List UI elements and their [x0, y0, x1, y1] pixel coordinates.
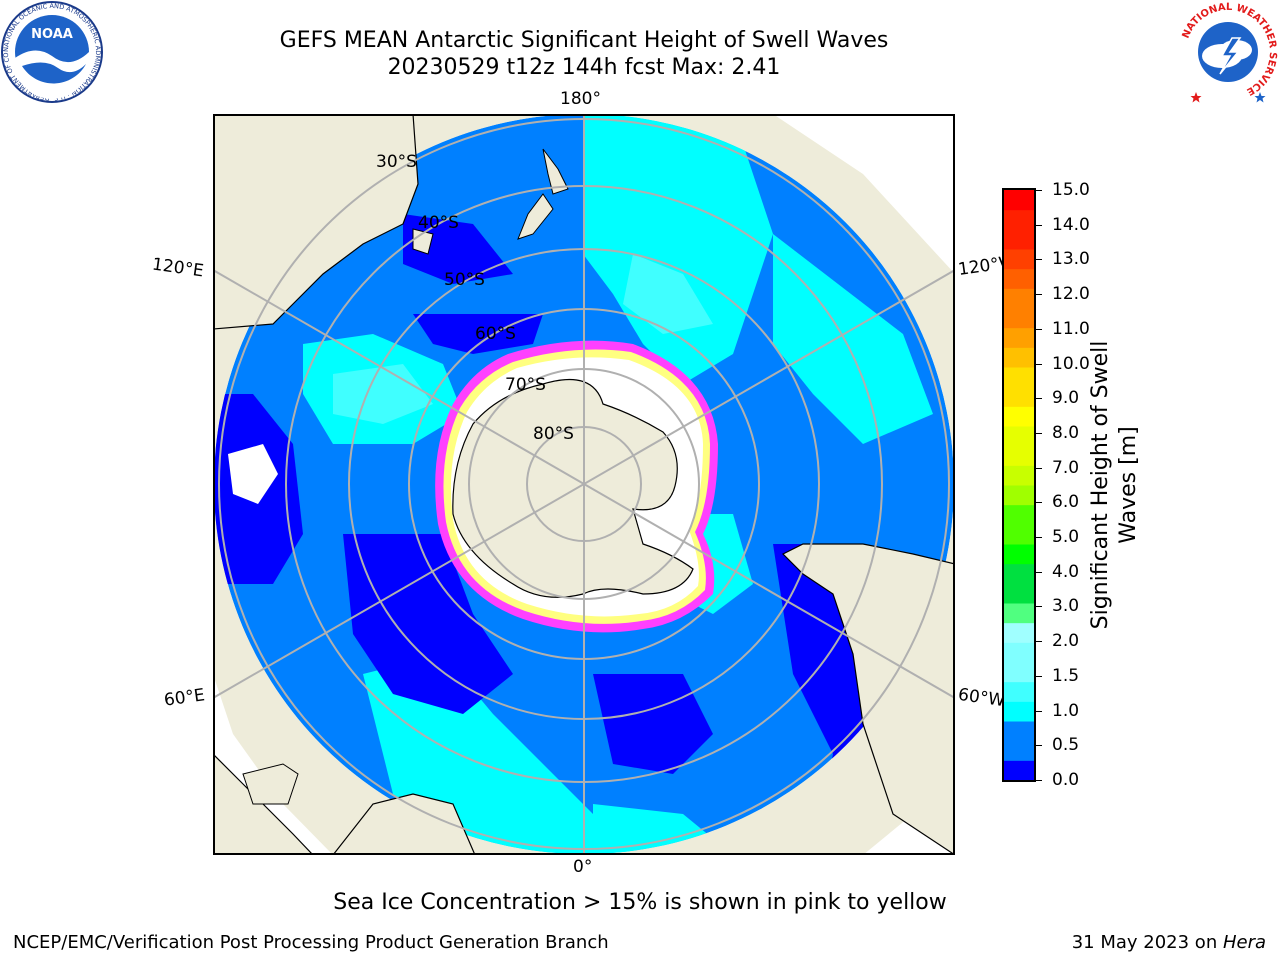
colorbar-swatch	[1004, 308, 1034, 329]
lat-label-50s: 50°S	[444, 270, 485, 290]
colorbar-tick-label: 6.0	[1052, 492, 1080, 513]
colorbar-swatch	[1004, 386, 1034, 407]
swell-region-1-5m	[583, 115, 773, 384]
colorbar-swatch	[1004, 740, 1034, 761]
lon-label-upper-left: 120°E	[150, 254, 205, 282]
colorbar-tick-mark	[1036, 432, 1042, 434]
colorbar-tick-mark	[1036, 745, 1042, 747]
colorbar-swatch	[1004, 563, 1034, 584]
colorbar-swatch	[1004, 347, 1034, 368]
colorbar-tick-label: 4.0	[1052, 561, 1080, 582]
colorbar-swatch	[1004, 406, 1034, 427]
australia-land	[214, 115, 419, 330]
colorbar-tick-mark	[1036, 675, 1042, 677]
colorbar-swatch	[1004, 190, 1034, 211]
colorbar-tick-mark	[1036, 780, 1042, 781]
lat-label-40s: 40°S	[418, 213, 459, 233]
colorbar-swatch	[1004, 760, 1034, 781]
colorbar-tick-label: 0.0	[1052, 770, 1080, 790]
map-subtitle: 20230529 t12z 144h fcst Max: 2.41	[387, 55, 781, 80]
colorbar-tick-mark	[1036, 710, 1042, 712]
colorbar-swatch	[1004, 681, 1034, 702]
colorbar-swatch	[1004, 622, 1034, 643]
lon-label-top: 180°	[560, 89, 601, 109]
colorbar-swatch	[1004, 583, 1034, 604]
colorbar-swatch	[1004, 288, 1034, 309]
colorbar-swatch	[1004, 642, 1034, 663]
noaa-logo: NATIONAL OCEANIC AND ATMOSPHERIC ADMINIS…	[0, 0, 103, 103]
colorbar-swatch	[1004, 544, 1034, 565]
colorbar-tick-mark	[1036, 294, 1042, 296]
colorbar-tick-mark	[1036, 571, 1042, 573]
colorbar-tick-label: 8.0	[1052, 422, 1080, 443]
colorbar-tick-mark	[1036, 641, 1042, 643]
colorbar-swatch	[1004, 426, 1034, 447]
colorbar-tick-label: 0.5	[1052, 735, 1080, 756]
colorbar-swatch	[1004, 367, 1034, 388]
colorbar-label-line2: Waves [m]	[1116, 426, 1141, 544]
colorbar-tick-label: 12.0	[1052, 284, 1090, 305]
footer-date-text: 31 May 2023 on	[1071, 932, 1223, 953]
map-title: GEFS MEAN Antarctic Significant Height o…	[279, 28, 889, 53]
colorbar-swatch	[1004, 485, 1034, 506]
colorbar-tick-label: 11.0	[1052, 318, 1090, 339]
colorbar-tick-label: 9.0	[1052, 388, 1080, 409]
colorbar-tick-mark	[1036, 363, 1042, 365]
colorbar-tick-mark	[1036, 398, 1042, 400]
colorbar-tick-label: 3.0	[1052, 596, 1080, 617]
colorbar-tick-mark	[1036, 467, 1042, 469]
colorbar-swatch	[1004, 209, 1034, 230]
sea-ice-note: Sea Ice Concentration > 15% is shown in …	[333, 890, 947, 915]
footer-host: Hera	[1222, 932, 1266, 953]
colorbar-swatch	[1004, 524, 1034, 545]
colorbar-tick-label: 5.0	[1052, 527, 1080, 548]
colorbar-swatch	[1004, 229, 1034, 250]
colorbar-tick-label: 2.0	[1052, 631, 1080, 652]
colorbar-tick-mark	[1036, 190, 1042, 191]
colorbar-swatch	[1004, 662, 1034, 683]
colorbar-swatch	[1004, 701, 1034, 722]
lon-label-bottom: 0°	[573, 857, 593, 877]
colorbar-tick-mark	[1036, 502, 1042, 504]
colorbar-swatch	[1004, 327, 1034, 348]
map-frame	[213, 114, 955, 855]
colorbar-tick-label: 1.5	[1052, 665, 1080, 686]
antarctica-land	[452, 378, 694, 598]
colorbar-tick-label: 10.0	[1052, 353, 1090, 374]
colorbar-tick-mark	[1036, 224, 1042, 226]
colorbar-swatch	[1004, 504, 1034, 525]
colorbar-swatch	[1004, 249, 1034, 270]
colorbar-tick-mark	[1036, 328, 1042, 330]
noaa-logo-text: NOAA	[31, 27, 73, 42]
colorbar-swatch	[1004, 268, 1034, 289]
colorbar-tick-mark	[1036, 606, 1042, 608]
colorbar-swatch	[1004, 721, 1034, 742]
colorbar-swatch	[1004, 465, 1034, 486]
colorbar-tick-label: 13.0	[1052, 249, 1090, 270]
lat-label-30s: 30°S	[376, 152, 417, 172]
colorbar-tick-label: 1.0	[1052, 700, 1080, 721]
colorbar	[1002, 188, 1036, 782]
colorbar-ticks: 0.0 0.5 1.0 1.5 2.0 3.0 4.0 5.0 6.0 7.0 8.0 9.0 10.0…	[1036, 0, 1096, 960]
graticule	[214, 115, 954, 854]
footer-branch: NCEP/EMC/Verification Post Processing Pr…	[13, 932, 609, 953]
lat-label-70s: 70°S	[505, 375, 546, 395]
colorbar-swatch	[1004, 445, 1034, 466]
colorbar-swatch	[1004, 603, 1034, 624]
colorbar-tick-mark	[1036, 537, 1042, 539]
colorbar-tick-label: 14.0	[1052, 214, 1090, 235]
colorbar-label-line1: Significant Height of Swell	[1088, 340, 1113, 630]
polar-map	[213, 114, 955, 855]
colorbar-tick-label: 7.0	[1052, 457, 1080, 478]
lon-label-lower-right: 60°W	[956, 684, 1007, 712]
nws-logo: NATIONAL WEATHER SERVICE	[1178, 2, 1278, 103]
south-america-land	[781, 543, 954, 854]
colorbar-tick-label: 15.0	[1052, 180, 1090, 200]
colorbar-tick-mark	[1036, 259, 1042, 261]
lat-label-80s: 80°S	[533, 424, 574, 444]
lon-label-lower-left: 60°E	[162, 685, 207, 711]
footer-date: 31 May 2023 on Hera	[1072, 932, 1266, 953]
lat-label-60s: 60°S	[475, 324, 516, 344]
